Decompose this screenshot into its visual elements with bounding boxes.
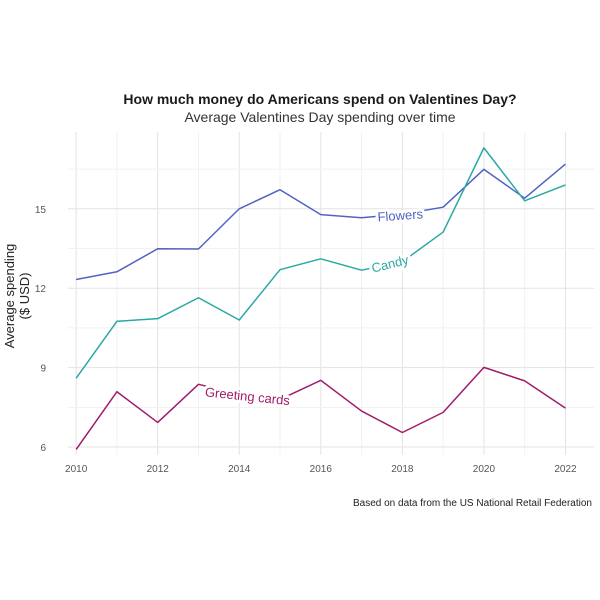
series-labels: Flowers Candy Greeting cards: [201, 203, 427, 411]
x-tick-label: 2016: [310, 464, 333, 475]
chart-title: How much money do Americans spend on Val…: [123, 91, 516, 107]
y-axis-label: Average spending($ USD): [2, 244, 32, 349]
x-tick-label: 2022: [554, 464, 577, 475]
y-tick-label: 6: [40, 443, 46, 454]
x-tick-label: 2012: [147, 464, 170, 475]
series-group: [75, 147, 566, 450]
series-label-flowers: Flowers: [377, 206, 424, 224]
y-axis-ticks: 6 9 12 15: [35, 205, 47, 454]
x-axis-ticks: 2010 2012 2014 2016 2018 2020 2022: [65, 464, 577, 475]
x-tick-label: 2010: [65, 464, 88, 475]
series-line-candy: [75, 147, 566, 379]
y-tick-label: 9: [40, 364, 46, 375]
chart-subtitle: Average Valentines Day spending over tim…: [184, 109, 455, 125]
series-label-greeting-cards: Greeting cards: [204, 384, 291, 408]
series-label-candy: Candy: [370, 252, 411, 276]
y-axis-label-line: Average spending: [2, 244, 17, 349]
grid: [68, 132, 594, 455]
series-line-flowers: [76, 163, 566, 281]
y-axis-label-line: ($ USD): [17, 273, 32, 320]
y-tick-label: 12: [35, 284, 47, 295]
chart-caption: Based on data from the US National Retai…: [353, 498, 592, 509]
x-tick-label: 2014: [228, 464, 251, 475]
series-line-greeting-cards: [75, 366, 566, 450]
x-tick-label: 2020: [473, 464, 496, 475]
y-tick-label: 15: [35, 205, 47, 216]
x-tick-label: 2018: [391, 464, 414, 475]
